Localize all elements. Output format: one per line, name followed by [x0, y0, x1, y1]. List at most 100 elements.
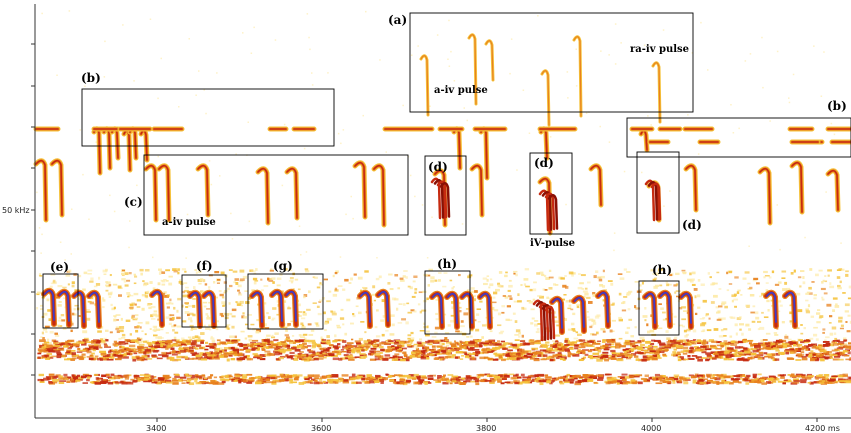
noise-speck [458, 274, 461, 277]
noise-speck [653, 345, 658, 348]
noise-speck [700, 348, 707, 351]
noise-speck [611, 351, 616, 355]
noise-speck [621, 378, 627, 382]
noise-speck [686, 328, 691, 332]
noise-speck [594, 315, 600, 319]
noise-speck [644, 374, 649, 377]
noise-speck [774, 334, 779, 336]
noise-speck [843, 344, 848, 347]
noise-speck [623, 170, 626, 173]
noise-speck [444, 337, 448, 340]
noise-speck [528, 132, 531, 134]
noise-speck [604, 373, 612, 376]
noise-speck [55, 374, 61, 377]
noise-speck [637, 381, 643, 385]
noise-speck [729, 335, 733, 338]
noise-speck [244, 337, 248, 340]
noise-speck [449, 382, 453, 385]
noise-speck [699, 374, 704, 377]
noise-speck [193, 327, 197, 330]
noise-speck [350, 277, 353, 281]
noise-speck [522, 89, 525, 91]
noise-speck [830, 376, 836, 379]
noise-speck [123, 352, 129, 355]
noise-speck [730, 375, 734, 378]
noise-speck [284, 339, 288, 342]
noise-speck [64, 358, 70, 361]
noise-speck [666, 341, 671, 344]
noise-speck [314, 322, 319, 324]
noise-speck [659, 374, 664, 377]
noise-speck [92, 349, 96, 352]
noise-speck [579, 339, 586, 342]
noise-speck [313, 276, 318, 279]
noise-speck [250, 52, 253, 54]
noise-speck [81, 356, 86, 359]
noise-speck [426, 330, 430, 333]
noise-speck [827, 274, 830, 277]
noise-speck [838, 316, 843, 320]
noise-speck [842, 375, 848, 378]
noise-speck [373, 339, 380, 342]
noise-speck [514, 382, 519, 385]
noise-speck [529, 357, 536, 360]
noise-speck [630, 353, 637, 356]
noise-speck [217, 382, 225, 385]
noise-speck [194, 378, 198, 380]
noise-speck [617, 273, 623, 275]
noise-speck [415, 354, 421, 358]
noise-speck [670, 344, 676, 348]
noise-speck [308, 376, 313, 379]
noise-speck [624, 355, 632, 357]
noise-speck [402, 382, 408, 386]
noise-speck [582, 349, 589, 351]
noise-speck [474, 290, 478, 293]
noise-speck [36, 307, 39, 310]
noise-speck [744, 351, 751, 354]
noise-speck [263, 302, 267, 305]
noise-speck [228, 269, 233, 271]
noise-speck [283, 123, 286, 126]
noise-speck [52, 281, 57, 284]
noise-speck [402, 303, 406, 306]
noise-speck [705, 348, 712, 351]
noise-speck [414, 291, 417, 294]
noise-speck [397, 287, 401, 290]
noise-speck [86, 350, 92, 354]
noise-speck [536, 352, 542, 355]
noise-speck [464, 377, 469, 380]
noise-speck [198, 282, 202, 285]
noise-speck [260, 345, 267, 348]
noise-speck [356, 350, 361, 354]
noise-speck [491, 350, 495, 352]
noise-speck [253, 281, 257, 285]
noise-speck [513, 270, 518, 273]
noise-speck [708, 317, 711, 320]
noise-speck [116, 354, 123, 357]
noise-speck [427, 343, 433, 346]
noise-speck [82, 173, 84, 176]
noise-speck [295, 339, 300, 342]
noise-speck [561, 298, 565, 301]
noise-speck [813, 344, 817, 347]
noise-speck [388, 273, 393, 276]
noise-speck [245, 349, 252, 352]
noise-speck [459, 358, 464, 360]
noise-speck [687, 355, 691, 358]
noise-speck [391, 297, 397, 301]
noise-speck [113, 375, 121, 377]
noise-speck [233, 376, 240, 379]
noise-speck [476, 308, 482, 311]
noise-speck [172, 268, 178, 271]
noise-speck [753, 378, 758, 382]
noise-speck [327, 347, 332, 349]
noise-speck [776, 50, 779, 53]
noise-speck [94, 382, 101, 385]
noise-speck [208, 343, 213, 346]
noise-speck [512, 312, 516, 315]
noise-speck [237, 289, 240, 292]
noise-speck [635, 358, 640, 361]
noise-speck [274, 348, 281, 351]
noise-speck [540, 343, 548, 347]
noise-speck [707, 69, 709, 71]
